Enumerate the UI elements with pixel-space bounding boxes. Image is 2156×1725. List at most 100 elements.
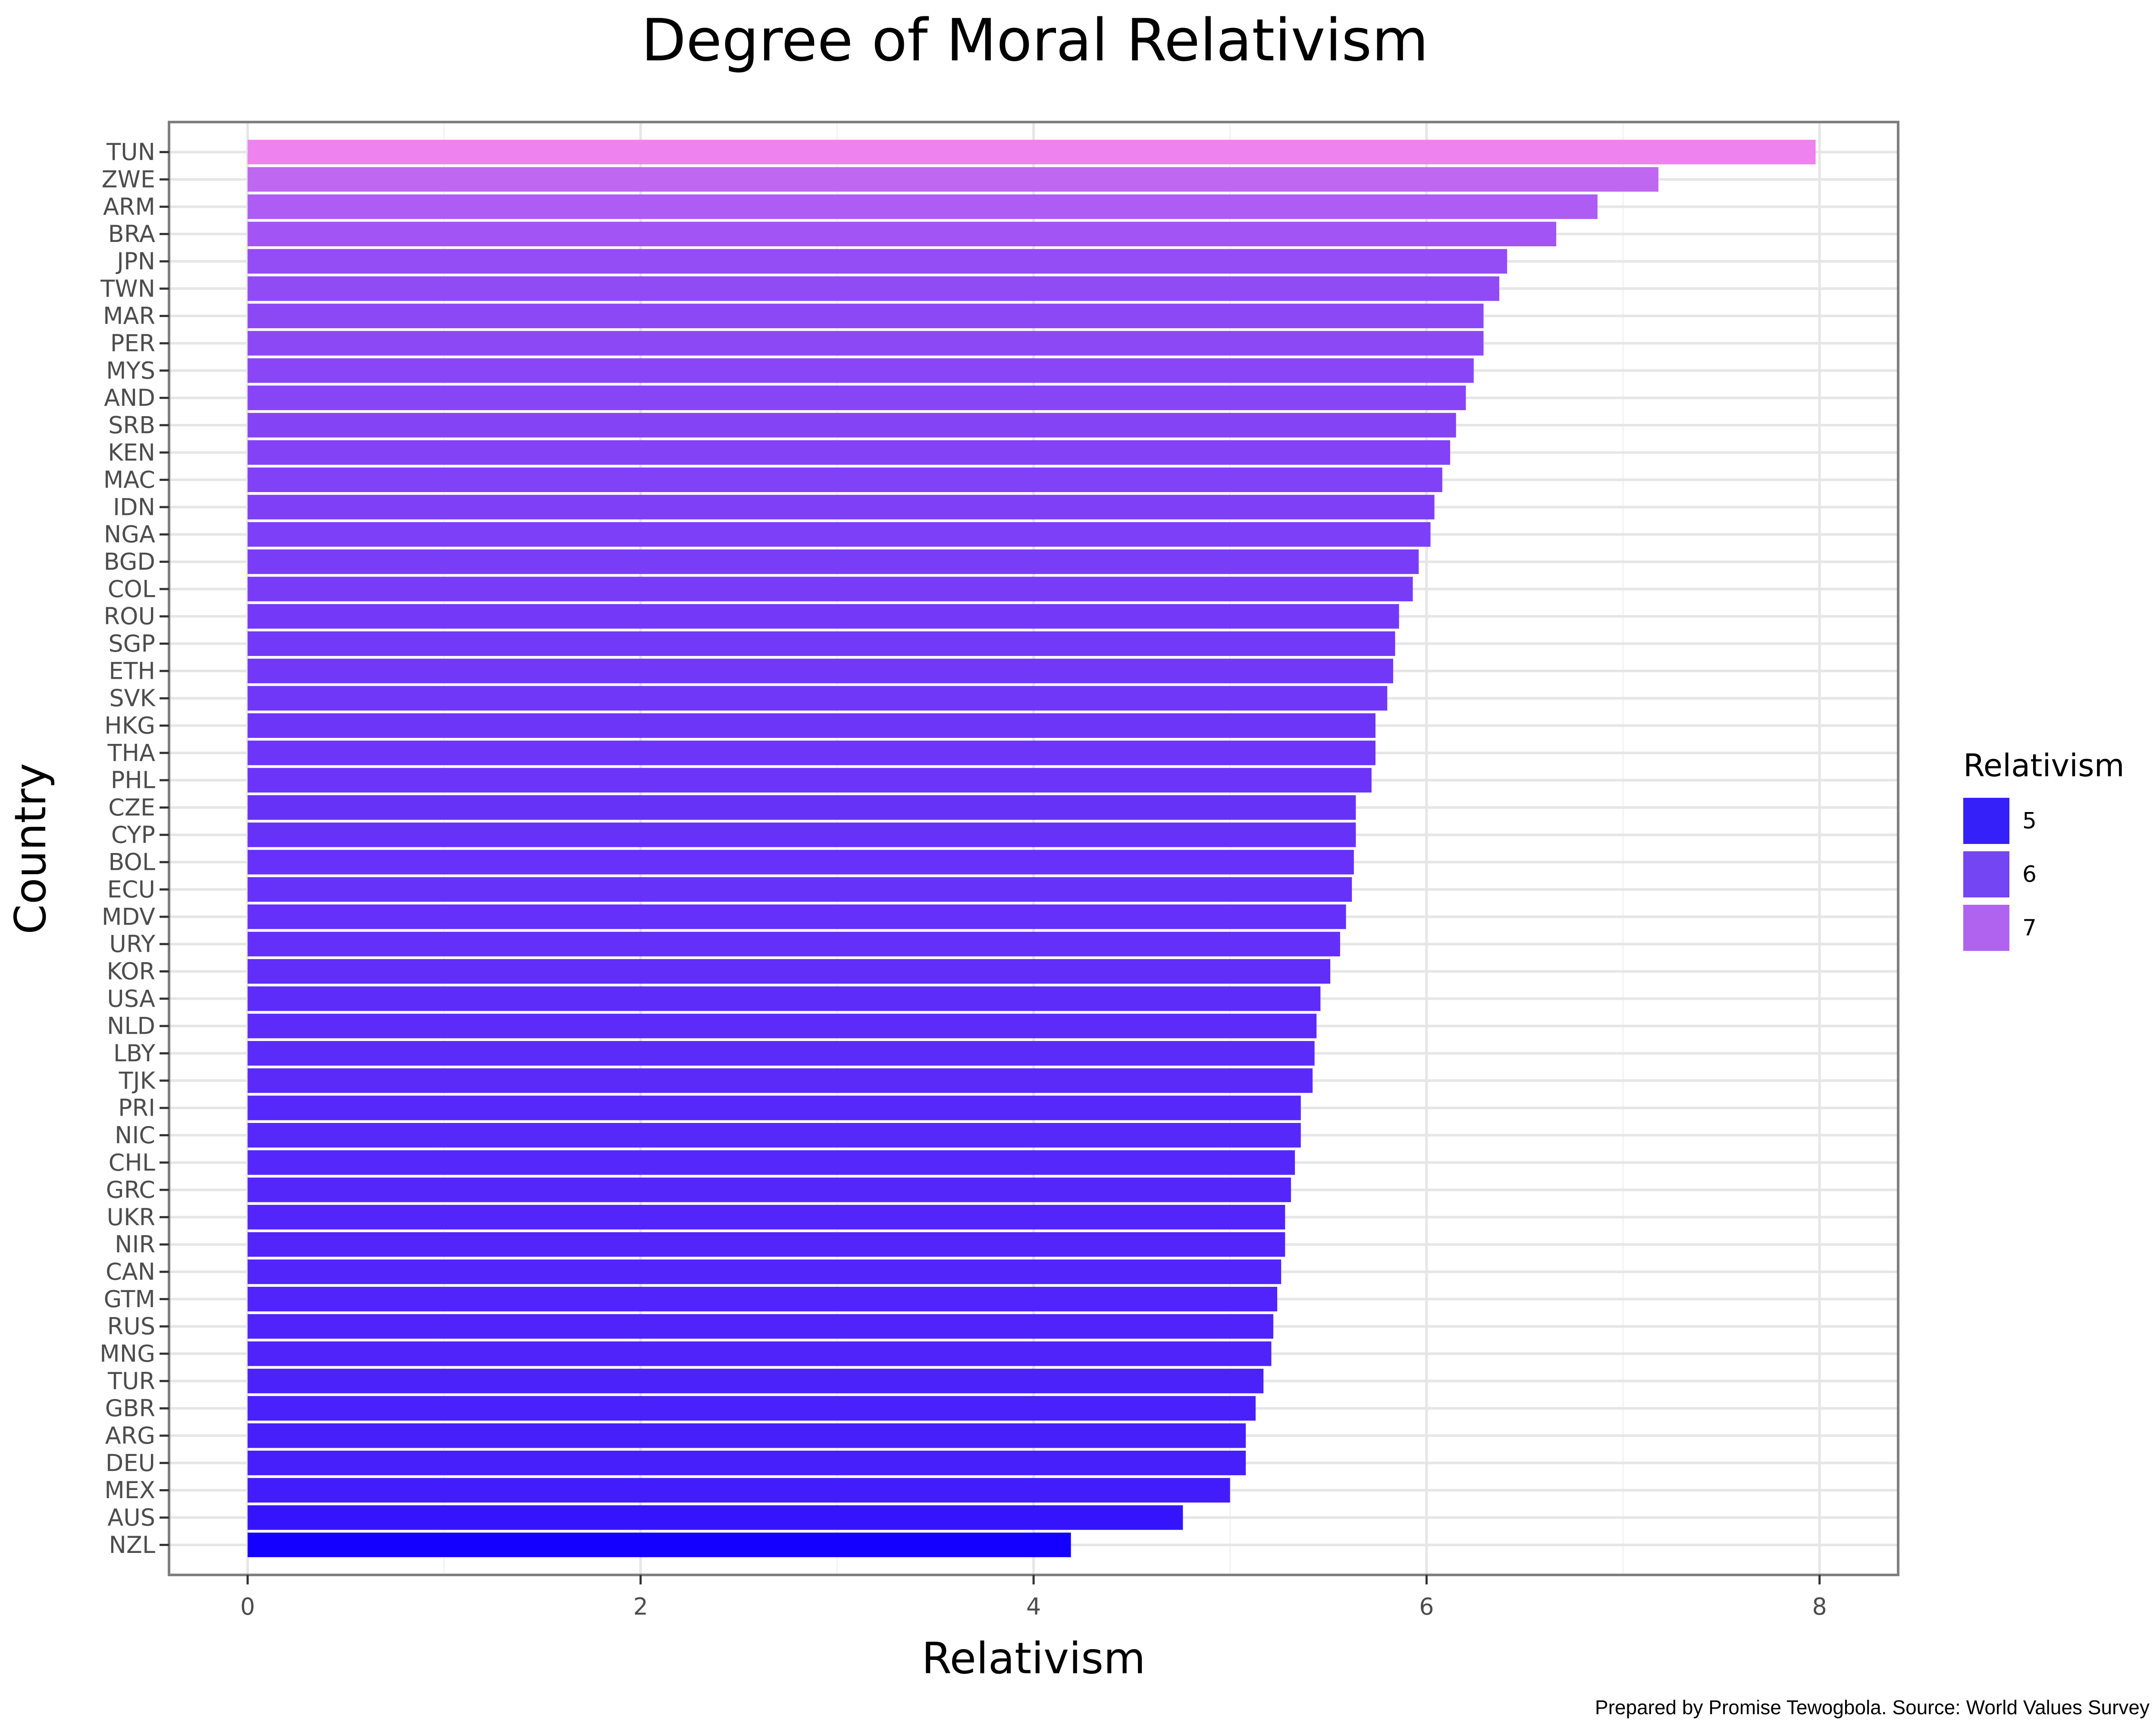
y-axis-title: Country	[5, 763, 56, 934]
bar-ecu	[248, 877, 1352, 902]
legend-entries: 5 6 7	[1963, 798, 2037, 951]
legend-swatch-6	[1963, 851, 2009, 897]
bar-mys	[248, 358, 1474, 383]
y-tick-label: AND	[104, 384, 155, 411]
bar-rus	[248, 1314, 1273, 1339]
bar-tun	[248, 140, 1816, 165]
bar-can	[248, 1259, 1282, 1284]
y-tick-label: TUN	[106, 138, 155, 166]
y-tick-label: JPN	[116, 248, 155, 275]
bar-usa	[248, 986, 1321, 1011]
y-tick-label: CYP	[111, 821, 155, 848]
y-tick-label: THA	[107, 739, 155, 766]
bar-zwe	[248, 167, 1659, 192]
bar-mdv	[248, 904, 1346, 929]
y-tick-label: IDN	[113, 493, 155, 521]
y-tick-label: USA	[107, 985, 155, 1012]
bar-bol	[248, 850, 1354, 875]
y-tick-label: TWN	[100, 275, 155, 302]
bar-mac	[248, 467, 1442, 492]
bar-nic	[248, 1123, 1301, 1148]
legend-label-5: 5	[2022, 808, 2037, 834]
y-tick-label: BGD	[103, 548, 155, 575]
y-tick-label: URY	[109, 931, 156, 958]
x-axis-title: Relativism	[921, 1633, 1145, 1684]
bar-bgd	[248, 549, 1419, 574]
y-tick-label: TJK	[119, 1067, 156, 1094]
legend-title: Relativism	[1963, 747, 2125, 784]
y-tick-label: GRC	[106, 1176, 155, 1204]
bar-chl	[248, 1150, 1295, 1175]
y-tick-label: ZWE	[101, 166, 155, 193]
y-tick-label: LBY	[113, 1040, 156, 1067]
y-tick-label: HKG	[104, 712, 155, 739]
y-tick-label: ROU	[103, 603, 155, 630]
bar-svk	[248, 686, 1388, 711]
bar-rou	[248, 604, 1399, 629]
bar-tha	[248, 740, 1376, 765]
bar-deu	[248, 1450, 1246, 1475]
y-tick-label: KOR	[107, 958, 155, 985]
y-tick-label: AUS	[107, 1504, 155, 1531]
bar-idn	[248, 495, 1435, 520]
bar-gtm	[248, 1286, 1278, 1311]
y-tick-label: GTM	[104, 1286, 156, 1313]
chart-caption: Prepared by Promise Tewogbola. Source: W…	[1595, 1696, 2150, 1719]
bar-nld	[248, 1013, 1317, 1038]
bar-nzl	[248, 1532, 1071, 1557]
y-tick-label: MEX	[104, 1477, 155, 1504]
bar-ukr	[248, 1204, 1285, 1229]
chart-title: Degree of Moral Relativism	[641, 6, 1429, 74]
y-tick-label: ETH	[109, 657, 155, 684]
y-tick-label: MAC	[103, 466, 155, 493]
x-tick-label: 4	[1026, 1593, 1041, 1620]
y-tick-label: MDV	[102, 903, 155, 930]
bar-kor	[248, 959, 1331, 984]
y-tick-label: NZL	[109, 1531, 155, 1559]
y-tick-label: PHL	[111, 767, 155, 794]
bar-col	[248, 577, 1413, 602]
bar-nir	[248, 1232, 1285, 1257]
y-axis-ticks: TUNZWEARMBRAJPNTWNMARPERMYSANDSRBKENMACI…	[100, 138, 169, 1559]
x-tick-label: 8	[1812, 1593, 1827, 1620]
y-tick-label: UKR	[107, 1204, 155, 1231]
legend-swatch-5	[1963, 798, 2009, 844]
y-tick-label: NIR	[115, 1231, 155, 1258]
bar-ury	[248, 932, 1340, 957]
y-tick-label: CAN	[106, 1258, 155, 1286]
y-tick-label: CZE	[108, 794, 155, 821]
bar-hkg	[248, 713, 1376, 738]
bar-per	[248, 331, 1484, 356]
y-tick-label: TUR	[107, 1367, 155, 1395]
y-tick-label: NIC	[115, 1122, 155, 1149]
y-tick-label: MYS	[106, 357, 155, 384]
y-tick-label: GBR	[105, 1395, 155, 1422]
bar-tjk	[248, 1068, 1313, 1093]
y-tick-label: CHL	[109, 1149, 155, 1176]
bar-grc	[248, 1177, 1291, 1202]
bar-cyp	[248, 822, 1356, 847]
y-tick-label: COL	[108, 575, 155, 602]
y-tick-label: MNG	[100, 1340, 155, 1367]
bar-srb	[248, 413, 1456, 438]
y-tick-label: ECU	[107, 876, 155, 903]
bar-arm	[248, 194, 1598, 219]
y-tick-label: KEN	[108, 439, 155, 466]
y-tick-label: ARG	[105, 1422, 155, 1449]
y-tick-label: ARM	[103, 193, 155, 220]
bar-aus	[248, 1505, 1183, 1530]
x-axis-ticks: 0 2 4 6 8	[240, 1575, 1827, 1620]
bars	[248, 140, 1816, 1557]
bar-and	[248, 386, 1466, 411]
y-tick-label: PER	[110, 329, 155, 357]
y-tick-label: RUS	[107, 1313, 155, 1340]
legend: Relativism 5 6 7	[1963, 747, 2125, 951]
y-tick-label: MAR	[103, 302, 155, 329]
x-tick-label: 0	[240, 1593, 255, 1620]
legend-label-7: 7	[2022, 915, 2037, 941]
x-tick-label: 2	[633, 1593, 648, 1620]
bar-pri	[248, 1095, 1301, 1120]
y-tick-label: BOL	[108, 849, 155, 876]
bar-eth	[248, 659, 1393, 684]
